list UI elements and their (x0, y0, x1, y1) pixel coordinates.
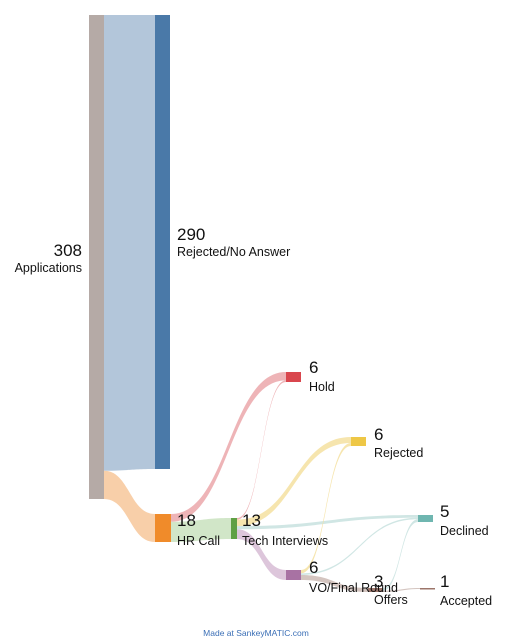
flow-offers-to-declined (383, 519, 418, 591)
flow-tech_interviews-to-hold (237, 380, 286, 520)
diagram-nodes (89, 15, 435, 592)
flow-links (104, 15, 420, 592)
flow-tech_interviews-to-declined (237, 515, 418, 530)
node-hold[interactable] (286, 372, 301, 382)
node-label-offers: Offers (374, 593, 408, 607)
credit-link[interactable]: SankeyMATIC.com (236, 628, 309, 638)
node-declined[interactable] (418, 515, 433, 522)
node-tech-interviews[interactable] (231, 518, 237, 539)
node-label-vo-final-round: VO/Final Round (309, 581, 398, 595)
flow-tech_interviews-to-rejected (237, 437, 351, 527)
flow-hr_call-to-tech_interviews (171, 518, 231, 542)
node-accepted[interactable] (420, 588, 435, 590)
node-value-rejected: 6 (374, 425, 383, 444)
flow-applications-to-rejected_no_answer (104, 15, 155, 471)
node-label-declined: Declined (440, 524, 489, 538)
node-value-hr-call: 18 (177, 511, 196, 530)
node-applications[interactable] (89, 15, 104, 499)
node-vo-final-round[interactable] (286, 570, 301, 580)
flow-tech_interviews-to-vo_final_round (237, 529, 286, 580)
node-rejected[interactable] (351, 437, 366, 446)
footer-credit: Made at SankeyMATIC.com (203, 628, 309, 638)
flow-vo_final_round-to-offers (301, 575, 368, 592)
node-label-accepted: Accepted (440, 594, 492, 608)
flow-vo_final_round-to-rejected (301, 443, 351, 574)
node-value-vo-final-round: 6 (309, 558, 318, 577)
node-label-tech-interviews: Tech Interviews (242, 534, 328, 548)
node-hr-call[interactable] (155, 514, 171, 542)
node-label-hr-call: HR Call (177, 534, 220, 548)
credit-prefix: Made at (203, 628, 236, 638)
node-rejected-no-answer[interactable] (155, 15, 170, 469)
node-value-tech-interviews: 13 (242, 511, 261, 530)
node-value-hold: 6 (309, 358, 318, 377)
node-label-applications: Applications (15, 261, 82, 275)
node-value-applications: 308 (54, 241, 82, 260)
flow-offers-to-accepted (383, 588, 420, 592)
flow-hr_call-to-hold (171, 372, 286, 522)
node-value-rejected-no-answer: 290 (177, 225, 205, 244)
node-value-offers: 3 (374, 572, 383, 591)
flow-vo_final_round-to-declined (301, 517, 418, 575)
node-label-rejected-no-answer: Rejected/No Answer (177, 245, 290, 259)
node-label-hold: Hold (309, 380, 335, 394)
node-value-accepted: 1 (440, 572, 449, 591)
node-value-declined: 5 (440, 502, 449, 521)
flow-applications-to-hr_call (104, 470, 155, 542)
node-offers[interactable] (368, 588, 383, 592)
node-label-rejected: Rejected (374, 446, 423, 460)
